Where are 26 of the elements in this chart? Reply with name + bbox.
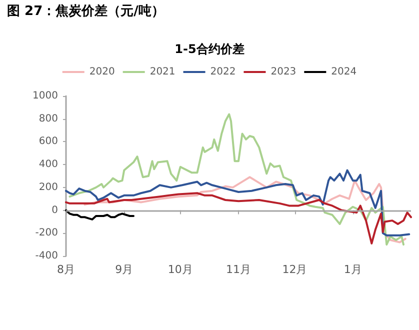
line-series [65, 209, 134, 220]
x-tick-label: 9月 [115, 263, 134, 276]
line-series [68, 113, 404, 246]
y-tick-label: 0 [52, 204, 58, 216]
legend-label: 2024 [331, 66, 357, 78]
legend-label: 2021 [150, 66, 176, 78]
y-tick-label: 1000 [32, 90, 58, 102]
chart-title: 图 27：焦炭价差（元/吨） [7, 4, 164, 19]
y-tick-label: -200 [35, 228, 58, 239]
chart-subtitle: 1-5合约价差 [174, 42, 244, 56]
x-tick-label: 8月 [57, 263, 75, 276]
legend-label: 2020 [89, 66, 115, 78]
x-tick-label: 10月 [168, 263, 193, 276]
y-tick-label: 600 [38, 136, 58, 148]
x-tick-label: 12月 [282, 263, 308, 276]
y-tick-label: 200 [38, 182, 58, 193]
line-series [84, 176, 406, 244]
legend-label: 2022 [210, 66, 236, 78]
x-tick-label: 1月 [344, 263, 362, 276]
x-tick-label: 11月 [226, 263, 251, 276]
y-tick-label: 800 [38, 113, 58, 124]
line-series [65, 169, 410, 236]
legend-label: 2023 [270, 66, 296, 78]
line-series [65, 192, 412, 244]
y-tick-label: -400 [35, 250, 58, 262]
y-tick-label: 400 [38, 159, 58, 170]
